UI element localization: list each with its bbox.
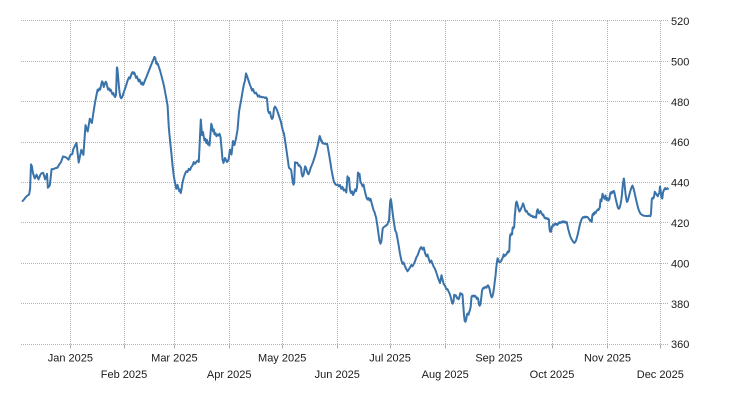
svg-text:400: 400 <box>671 258 689 270</box>
svg-text:360: 360 <box>671 339 689 351</box>
svg-text:Dec 2025: Dec 2025 <box>637 369 684 381</box>
svg-text:420: 420 <box>671 218 689 230</box>
svg-text:Apr 2025: Apr 2025 <box>207 369 252 381</box>
svg-text:440: 440 <box>671 178 689 190</box>
svg-text:Oct 2025: Oct 2025 <box>530 369 575 381</box>
svg-text:Jun 2025: Jun 2025 <box>315 369 360 381</box>
svg-text:480: 480 <box>671 97 689 109</box>
svg-text:May 2025: May 2025 <box>258 353 306 365</box>
svg-text:520: 520 <box>671 16 689 28</box>
svg-text:Feb 2025: Feb 2025 <box>101 369 147 381</box>
svg-text:Mar 2025: Mar 2025 <box>151 353 197 365</box>
svg-text:Jan 2025: Jan 2025 <box>48 353 93 365</box>
svg-text:Jul 2025: Jul 2025 <box>369 353 411 365</box>
svg-text:500: 500 <box>671 56 689 68</box>
svg-text:460: 460 <box>671 137 689 149</box>
svg-text:Nov 2025: Nov 2025 <box>584 353 631 365</box>
svg-text:Sep 2025: Sep 2025 <box>475 353 522 365</box>
svg-text:Aug 2025: Aug 2025 <box>422 369 469 381</box>
svg-text:380: 380 <box>671 299 689 311</box>
